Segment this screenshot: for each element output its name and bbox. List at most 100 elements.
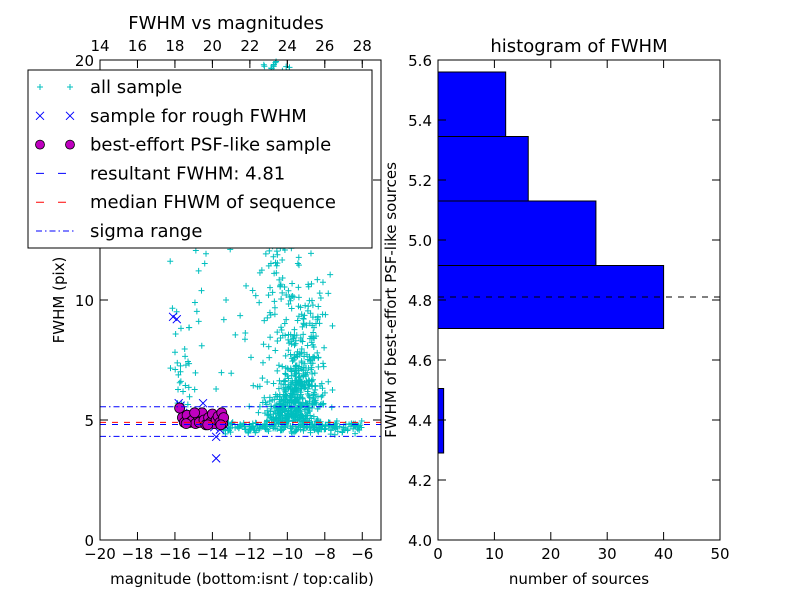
all-sample-point [320,400,327,407]
histogram-ytick-label: 5.2 [408,172,432,190]
all-sample-point [276,276,283,283]
all-sample-point [299,323,306,330]
all-sample-point [282,352,289,359]
all-sample-point [279,289,286,296]
all-sample-point [295,284,302,291]
all-sample-point [301,353,308,360]
all-sample-point [302,415,309,422]
all-sample-point [273,262,280,269]
all-sample-point [181,345,188,352]
all-sample-point [272,391,279,398]
all-sample-point [278,327,285,334]
all-sample-point [293,351,300,358]
scatter-top-tick-label: 18 [165,37,184,55]
all-sample-point [281,320,288,327]
all-sample-point [171,349,178,356]
all-sample-point [297,412,304,419]
all-sample-point [252,429,259,436]
all-sample-point [309,314,316,321]
all-sample-point [293,427,300,434]
all-sample-point [296,373,303,380]
all-sample-point [307,310,314,317]
all-sample-point [339,429,346,436]
all-sample-point [260,359,267,366]
all-sample-point [294,426,301,433]
all-sample-point [288,397,295,404]
all-sample-point [285,347,292,354]
all-sample-point [310,392,317,399]
all-sample-point [261,394,268,401]
histogram-ytick-label: 4.2 [408,472,432,490]
all-sample-point [283,63,290,70]
all-sample-point [192,369,199,376]
all-sample-point [266,422,273,429]
all-sample-point [320,360,327,367]
all-sample-point [175,371,182,378]
all-sample-point [284,366,291,373]
all-sample-point [297,402,304,409]
all-sample-point [325,290,332,297]
all-sample-point [304,369,311,376]
all-sample-point [277,283,284,290]
all-sample-point [271,396,278,403]
all-sample-point [285,336,292,343]
all-sample-point [311,370,318,377]
all-sample-point [176,379,183,386]
all-sample-point [218,369,225,376]
all-sample-point [281,396,288,403]
all-sample-point [274,338,281,345]
all-sample-point [261,410,268,417]
all-sample-point [287,351,294,358]
all-sample-point [198,287,205,294]
all-sample-point [195,318,202,325]
all-sample-point [191,299,198,306]
rough-sample-point [172,314,182,324]
all-sample-point [284,412,291,419]
all-sample-point [264,314,271,321]
all-sample-point [167,258,174,265]
all-sample-point [306,297,313,304]
all-sample-point [305,385,312,392]
all-sample-point [319,279,326,286]
all-sample-point [275,385,282,392]
all-sample-point [306,320,313,327]
all-sample-point [285,417,292,424]
all-sample-point [300,427,307,434]
all-sample-point [272,425,279,432]
all-sample-point [334,423,341,430]
all-sample-point [291,377,298,384]
psf-sample-point [189,407,201,419]
all-sample-point [295,303,302,310]
histogram-ytick-label: 4.6 [408,352,432,370]
histogram-bar [437,136,529,202]
all-sample-point [291,385,298,392]
legend-box [27,69,373,249]
all-sample-point [312,383,319,390]
all-sample-point [242,426,249,433]
all-sample-point [294,317,301,324]
all-sample-point [305,283,312,290]
histogram-xtick-label: 0 [433,545,443,563]
all-sample-point [308,280,315,287]
all-sample-point [294,260,301,267]
all-sample-point [297,377,304,384]
legend-label: resultant FWHM: 4.81 [90,163,285,184]
all-sample-point [186,324,193,331]
all-sample-point [317,422,324,429]
all-sample-point [262,399,269,406]
all-sample-point [270,380,277,387]
all-sample-point [264,418,271,425]
all-sample-point [277,414,284,421]
scatter-ytick-label: 10 [75,292,94,310]
scatter-top-tick-label: 26 [315,37,334,55]
all-sample-point [273,58,280,65]
histogram-xtick-label: 30 [598,545,617,563]
all-sample-point [267,405,274,412]
rough-sample-point [168,312,178,322]
all-sample-point [273,248,280,255]
all-sample-point [328,404,335,411]
all-sample-point [285,287,292,294]
histogram-ytick-label: 4.8 [408,292,432,310]
all-sample-point [317,295,324,302]
legend-plus-marker [67,84,73,90]
